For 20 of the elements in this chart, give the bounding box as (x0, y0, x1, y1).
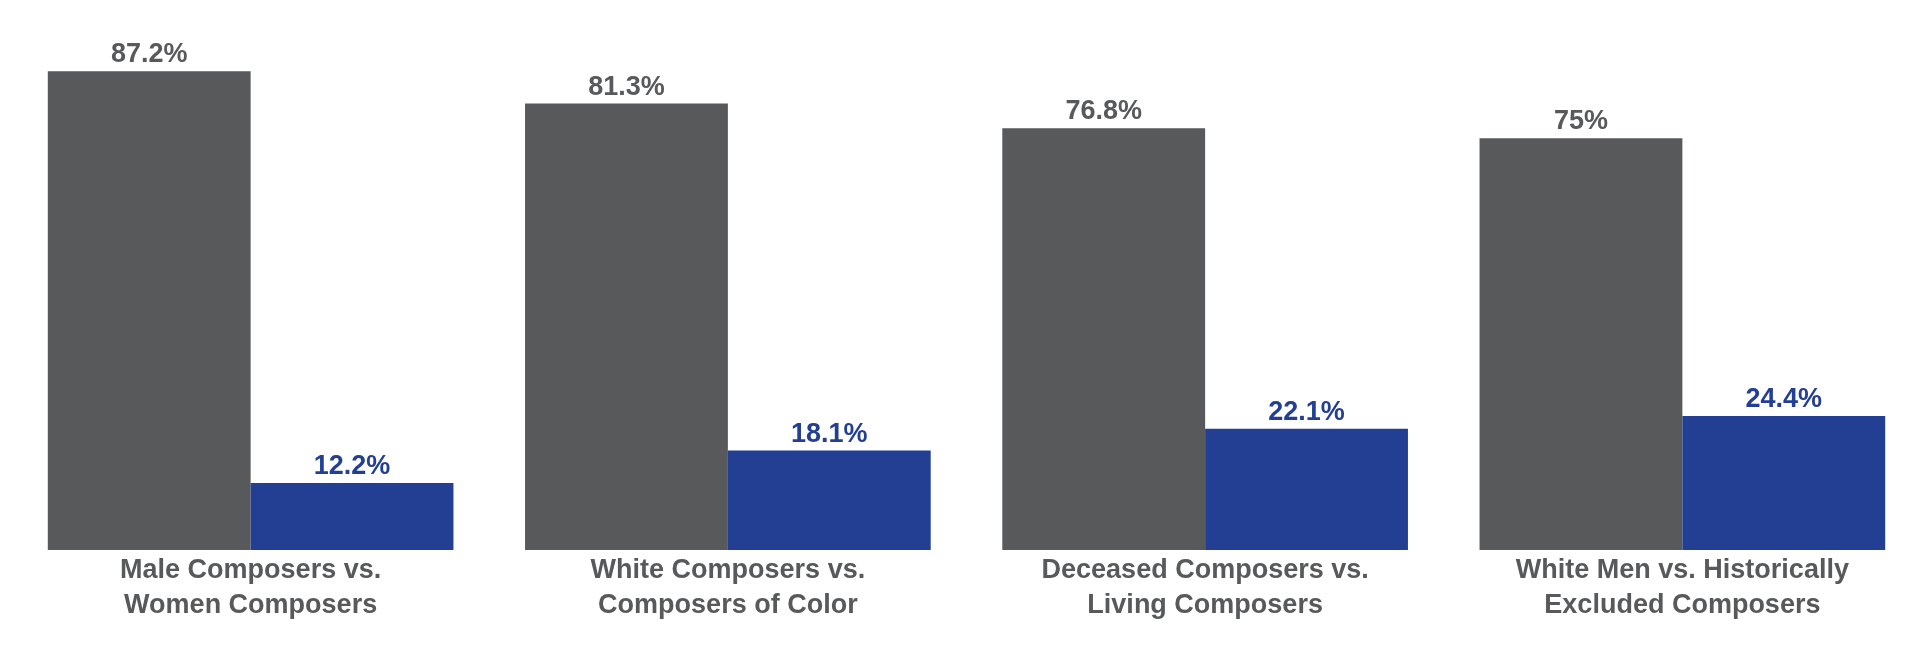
data-label: 81.3% (588, 70, 665, 101)
data-label: 75% (1553, 105, 1608, 136)
x-tick-label: Deceased Composers vs. Living Composers (1041, 554, 1369, 620)
bar (1205, 428, 1408, 550)
bar (1002, 128, 1206, 550)
bar (250, 483, 454, 550)
data-label: 76.8% (1065, 95, 1142, 126)
x-tick-label: Male Composers vs. Women Composers (120, 554, 382, 620)
data-label: 87.2% (110, 38, 188, 69)
bar (525, 103, 728, 550)
data-label: 18.1% (791, 417, 868, 448)
bar (1682, 416, 1886, 550)
bar (1479, 138, 1683, 550)
x-tick-label: White Men vs. Historically Excluded Composers (1515, 554, 1849, 620)
data-label: 12.2% (313, 450, 391, 481)
data-label: 24.4% (1745, 383, 1823, 414)
data-label: 22.1% (1268, 395, 1345, 426)
x-tick-label: White Composers vs. Composers of Color (590, 554, 866, 620)
bar (47, 71, 251, 550)
bar (727, 450, 931, 550)
